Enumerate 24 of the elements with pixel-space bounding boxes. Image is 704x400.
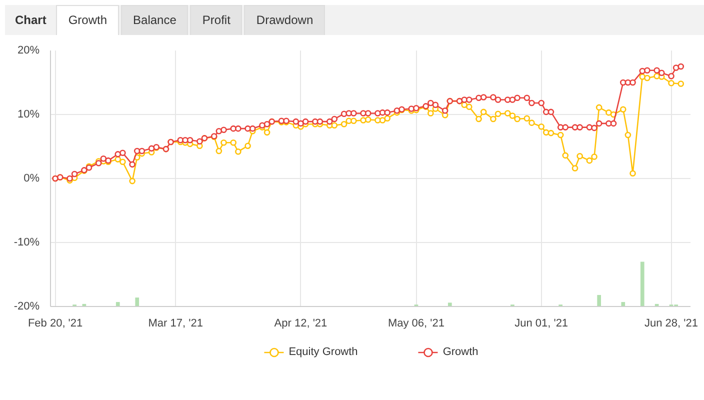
bar — [116, 302, 120, 306]
text: Drawdown — [244, 5, 326, 36]
x-tick-label: May 06, '21 — [388, 318, 444, 330]
bar — [135, 298, 140, 306]
legend-label: Growth — [442, 346, 478, 358]
text: Balance — [121, 5, 188, 36]
x-tick-label: Mar 17, '21 — [148, 318, 203, 330]
bar — [597, 294, 601, 306]
y-tick-label: 0% — [24, 172, 40, 184]
x-tick-label: Feb 20, '21 — [28, 318, 83, 330]
x-tick-label: Jun 01, '21 — [514, 318, 568, 330]
bar — [621, 302, 626, 306]
x-tick-label: Jun 28, '21 — [644, 318, 698, 330]
text: Growth — [56, 5, 120, 36]
y-tick-label: 10% — [17, 108, 40, 120]
chart-title: Chart — [14, 12, 48, 29]
y-tick-label: 20% — [17, 44, 40, 56]
bar — [640, 262, 644, 306]
legend-label: Equity Growth — [288, 346, 358, 358]
bar — [448, 302, 452, 306]
y-tick-label: -20% — [14, 300, 40, 312]
x-tick-label: Apr 12, '21 — [274, 318, 328, 330]
text: Profit — [190, 5, 242, 36]
y-tick-label: -10% — [14, 236, 40, 248]
